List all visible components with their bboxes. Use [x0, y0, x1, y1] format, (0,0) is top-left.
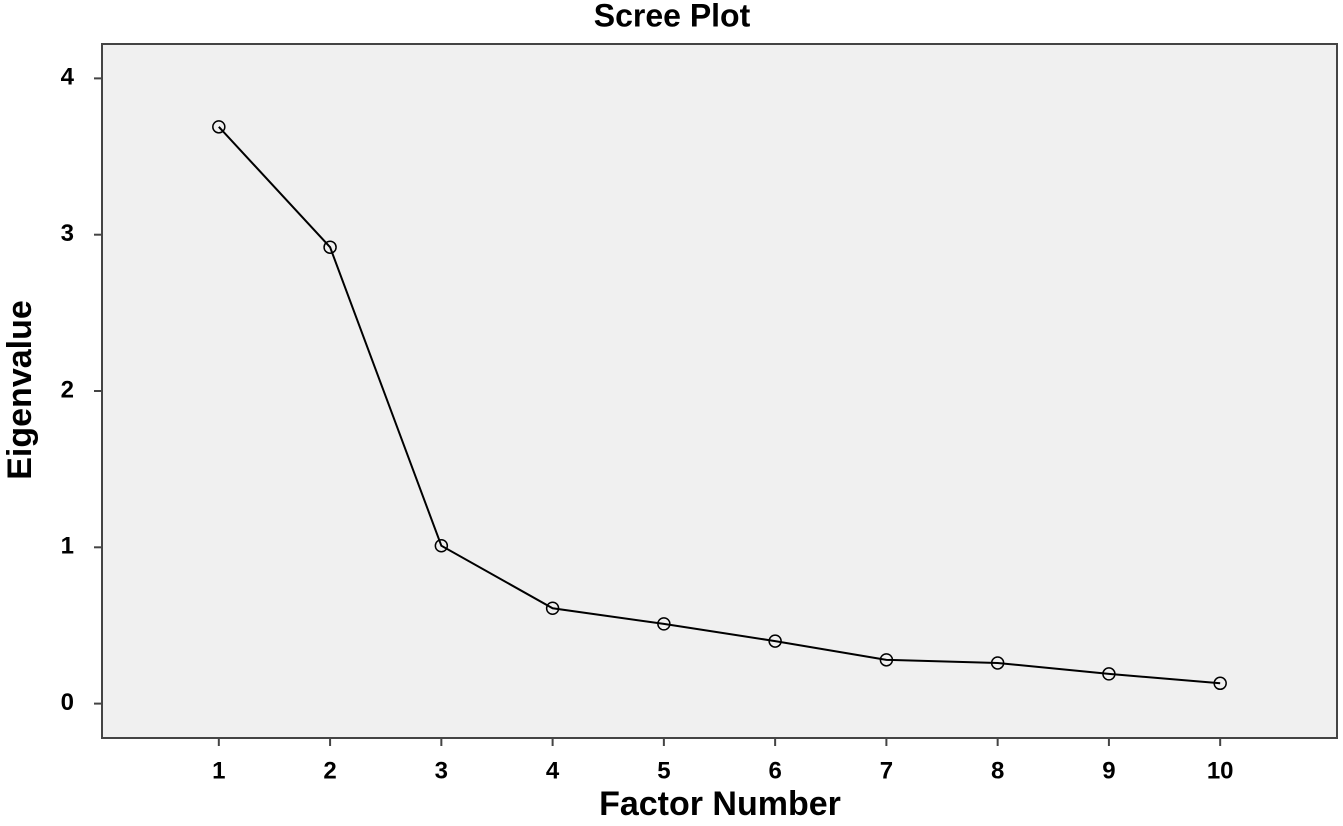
marker	[1213, 676, 1227, 691]
x-axis-label: Factor Number	[599, 785, 841, 823]
y-tick-label: 2	[61, 376, 74, 403]
chart-title: Scree Plot	[594, 0, 751, 33]
marker	[1102, 667, 1116, 681]
x-tick-label: 3	[435, 757, 448, 784]
marker	[545, 601, 560, 616]
marker	[879, 653, 894, 667]
y-tick-label: 1	[61, 533, 74, 560]
x-tick-label: 8	[991, 757, 1004, 784]
marker	[768, 634, 782, 648]
marker	[657, 617, 671, 631]
x-tick-label: 7	[880, 757, 893, 784]
line	[218, 126, 1221, 685]
y-tick-label: 3	[61, 220, 74, 247]
marker	[212, 120, 226, 134]
marker	[323, 240, 337, 254]
marker	[990, 656, 1005, 670]
x-tick-label: 2	[323, 757, 336, 784]
marker	[434, 538, 449, 553]
x-tick-label: 4	[546, 757, 560, 784]
x-tick-label: 10	[1207, 757, 1234, 784]
y-tick-label: 0	[61, 689, 74, 716]
y-axis-label: Eigenvalue	[1, 300, 39, 480]
x-tick-label: 9	[1102, 757, 1115, 784]
plot-area	[101, 43, 1338, 739]
x-tick-label: 5	[657, 757, 670, 784]
x-tick-label: 6	[768, 757, 781, 784]
x-tick-label: 1	[212, 757, 225, 784]
y-tick-label: 4	[61, 64, 75, 91]
